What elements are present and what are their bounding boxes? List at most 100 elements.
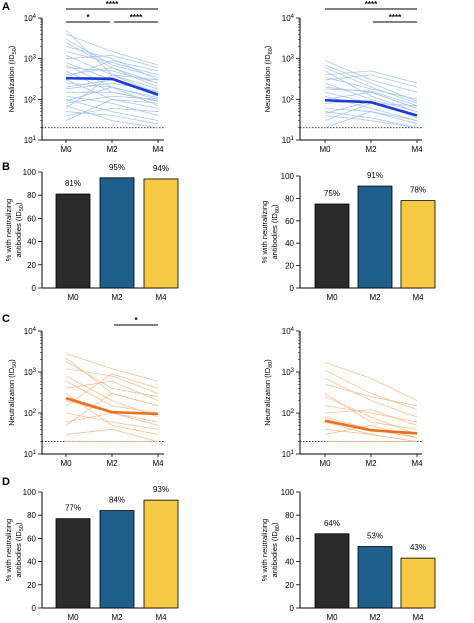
chart-3-x-tick-label: M2 xyxy=(111,293,123,302)
chart-8-bar-m4 xyxy=(400,557,436,609)
chart-8-y-axis-label-line2: antibodies (ID80) xyxy=(270,522,281,577)
chart-4-x-tick-label: M2 xyxy=(369,293,381,302)
chart-6-individual-line xyxy=(324,421,418,443)
chart-6-individual-line xyxy=(324,393,418,430)
chart-5-individual-line xyxy=(65,357,159,407)
chart-2-individual-line xyxy=(324,115,418,129)
chart-5-tick-label: 102 xyxy=(24,409,37,418)
chart-8-y-tick-label: 80 xyxy=(285,511,294,520)
chart-7: 0 20 40 60 80 100 77% M0 84% M2 93% M4 % with neutra… xyxy=(4,485,179,622)
chart-8-y-tick-label: 20 xyxy=(285,581,294,590)
chart-4-x-tick-label: M0 xyxy=(326,293,338,302)
chart-7-bar-m4 xyxy=(143,499,179,609)
chart-7-x-tick-label: M2 xyxy=(111,613,123,622)
chart-3-y-tick-label: 60 xyxy=(27,214,36,223)
chart-4-y-tick-label: 100 xyxy=(281,172,295,181)
chart-1-y-axis-label: Neutralization (ID50) xyxy=(7,45,18,112)
chart-3-x-tick-label: M4 xyxy=(155,293,167,302)
chart-6-y-axis-label: Neutralization (ID80) xyxy=(263,359,274,426)
chart-1-individual-line xyxy=(65,98,159,121)
chart-2-tick-label: 102 xyxy=(282,95,295,104)
chart-2-individual-line xyxy=(324,111,418,129)
chart-1-individual-line xyxy=(65,95,159,104)
chart-2-y-axis-label: Neutralization (ID80) xyxy=(263,45,274,112)
chart-1-tick-label: 104 xyxy=(24,14,37,23)
chart-4-bar-label: 91% xyxy=(367,171,383,180)
chart-3-bar-m0 xyxy=(55,193,91,289)
chart-3-bar-label: 94% xyxy=(153,164,169,173)
chart-7-x-tick-label: M0 xyxy=(67,613,79,622)
chart-6-individual-line xyxy=(324,383,418,407)
chart-2-individual-line xyxy=(324,70,418,84)
chart-6-individual-line xyxy=(324,405,418,423)
chart-5-tick-label: 101 xyxy=(24,450,37,459)
chart-1-individual-line xyxy=(65,67,159,84)
chart-5-individual-line xyxy=(65,361,159,398)
chart-8-y-axis-label-line1: % with neutralizing xyxy=(260,519,269,582)
chart-1-individual-line xyxy=(65,105,159,129)
chart-2-tick-label: 103 xyxy=(282,55,295,64)
chart-8-y-tick-label: 0 xyxy=(290,604,295,613)
chart-4-bar-m4 xyxy=(400,200,436,289)
chart-5-x-tick-label: M4 xyxy=(152,459,164,468)
chart-2-tick-label: 104 xyxy=(282,14,295,23)
chart-1-significance-label: **** xyxy=(130,13,143,22)
chart-2-tick-label: 101 xyxy=(282,136,295,145)
chart-2-x-tick-label: M0 xyxy=(319,145,331,154)
chart-2-x-tick-label: M4 xyxy=(411,145,423,154)
chart-1-individual-line xyxy=(65,51,159,76)
panel-letter-c: C xyxy=(2,313,10,325)
chart-7-y-tick-label: 20 xyxy=(27,581,36,590)
chart-2-significance-label: **** xyxy=(365,0,378,9)
chart-4-bar-m0 xyxy=(314,203,350,289)
chart-8-y-tick-label: 100 xyxy=(281,488,295,497)
chart-3-y-axis-label-line2: antibodies (ID50) xyxy=(14,202,25,257)
chart-5-individual-line xyxy=(65,412,159,430)
chart-1-x-tick-label: M0 xyxy=(60,145,72,154)
chart-3-bar-label: 95% xyxy=(109,163,125,172)
chart-1-significance-label: * xyxy=(86,13,90,22)
chart-7-bar-label: 84% xyxy=(109,496,125,505)
chart-1-individual-line xyxy=(65,38,159,78)
chart-2-individual-line xyxy=(324,70,418,112)
panel-letter-d: D xyxy=(2,476,10,488)
chart-6-individual-line xyxy=(324,409,418,426)
chart-6-tick-label: 103 xyxy=(282,368,295,377)
chart-6-x-tick-label: M4 xyxy=(411,459,423,468)
chart-1-significance-label: **** xyxy=(106,0,119,9)
chart-2-mean-line xyxy=(324,98,418,117)
chart-1-tick-label: 102 xyxy=(24,95,37,104)
chart-4-y-tick-label: 80 xyxy=(285,194,294,203)
chart-7-y-axis-label-line1: % with neutralizing xyxy=(4,519,13,582)
chart-1-individual-line xyxy=(65,67,159,88)
chart-2: 101 102 103 104 M0 M2 M4 **** **** Neutralization… xyxy=(263,0,423,154)
chart-8-bar-m2 xyxy=(357,546,393,609)
chart-7-bar-m0 xyxy=(55,518,91,609)
chart-7-x-tick-label: M4 xyxy=(155,613,167,622)
chart-8-x-tick-label: M0 xyxy=(326,613,338,622)
chart-5-individual-line xyxy=(65,373,159,407)
chart-4-x-tick-label: M4 xyxy=(412,293,424,302)
chart-5-tick-label: 104 xyxy=(24,327,37,336)
chart-1-tick-label: 103 xyxy=(24,55,37,64)
chart-4-y-tick-label: 0 xyxy=(290,284,295,293)
chart-1-individual-line xyxy=(65,33,159,66)
chart-7-y-tick-label: 0 xyxy=(32,604,37,613)
chart-6: 101 102 103 104 M0 M2 M4 Neutralization (ID80) xyxy=(263,327,423,468)
chart-7-y-tick-label: 40 xyxy=(27,558,36,567)
chart-8-bar-label: 53% xyxy=(367,532,383,541)
chart-5-individual-line xyxy=(65,353,159,382)
chart-6-individual-line xyxy=(324,396,418,435)
chart-4: 0 20 40 60 80 100 75% M0 91% M2 78% M4 % with neutra… xyxy=(260,171,436,302)
chart-1-individual-line xyxy=(65,107,159,116)
chart-5-individual-line xyxy=(65,380,159,402)
chart-7-bar-label: 77% xyxy=(65,504,81,513)
chart-6-individual-line xyxy=(324,369,418,411)
chart-4-y-tick-label: 60 xyxy=(285,217,294,226)
chart-5-x-tick-label: M2 xyxy=(106,459,118,468)
chart-7-y-axis-label-line2: antibodies (ID50) xyxy=(14,522,25,577)
chart-2-individual-line xyxy=(324,64,418,102)
chart-6-individual-line xyxy=(324,362,418,402)
